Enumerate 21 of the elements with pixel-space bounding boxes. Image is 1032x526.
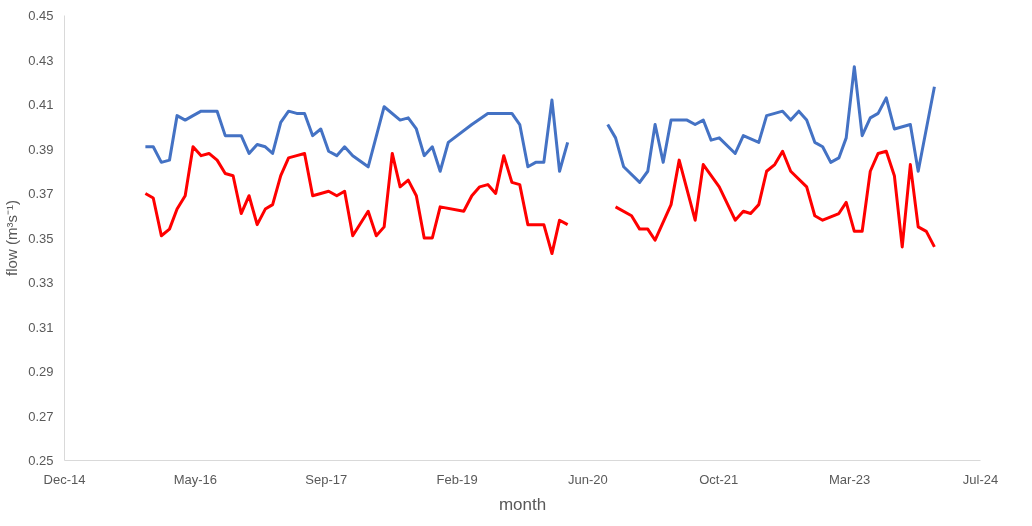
y-tick-label: 0.41: [28, 97, 54, 112]
x-tick-label: Oct-21: [699, 471, 739, 487]
x-tick-label: Mar-23: [829, 471, 871, 487]
x-tick-label: Jun-20: [567, 471, 608, 487]
y-tick-label: 0.29: [28, 364, 54, 379]
x-tick-label: Jul-24: [962, 471, 999, 487]
y-tick-label: 0.33: [28, 275, 54, 290]
y-tick-label: 0.35: [28, 230, 54, 246]
x-tick-label: Sep-17: [305, 471, 348, 487]
y-tick-label: 0.31: [28, 319, 54, 335]
y-tick-label: 0.45: [28, 8, 54, 23]
x-tick-label: Dec-14: [43, 471, 86, 487]
x-tick-label: May-16: [173, 471, 218, 487]
y-tick-label: 0.25: [28, 453, 54, 468]
y-tick-label: 0.43: [28, 52, 54, 68]
y-tick-label: 0.27: [28, 408, 54, 424]
y-tick-label: 0.37: [28, 186, 54, 201]
x-tick-label: Feb-19: [436, 471, 478, 487]
y-axis-title: flow (m³s⁻¹): [3, 200, 21, 276]
x-axis-title: month: [498, 494, 547, 514]
y-tick-label: 0.39: [28, 141, 54, 157]
